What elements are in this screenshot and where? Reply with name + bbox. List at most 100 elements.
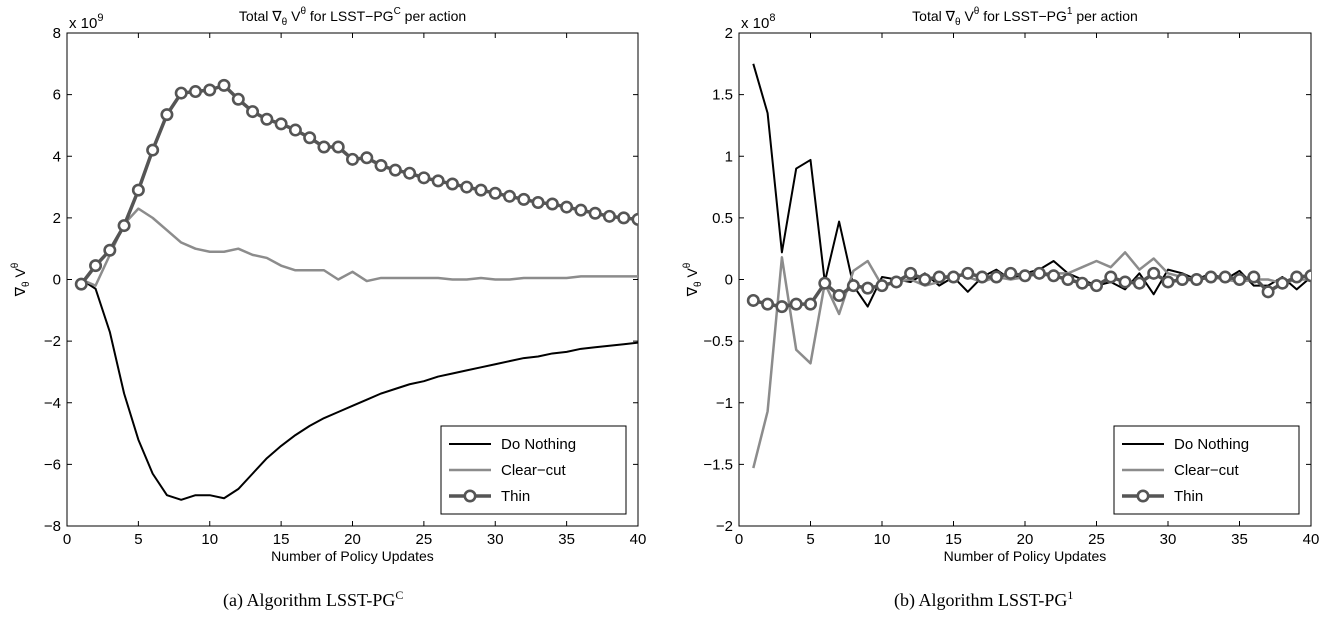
data-point: [889, 275, 903, 289]
data-point: [1004, 266, 1018, 280]
series-clear-cut: [80, 207, 638, 287]
data-point: [331, 140, 345, 154]
data-point: [775, 300, 789, 314]
data-point: [1075, 276, 1089, 290]
legend-label: Thin: [1174, 488, 1203, 505]
data-point: [932, 270, 946, 284]
series-do-nothing: [80, 278, 638, 501]
x-tick-label: 20: [344, 531, 361, 548]
x-tick-label: 35: [558, 531, 575, 548]
x-tick-label: 25: [416, 531, 433, 548]
data-point: [274, 117, 288, 131]
data-point: [602, 209, 616, 223]
data-point: [1275, 276, 1289, 290]
data-point: [417, 171, 431, 185]
data-point: [89, 259, 103, 273]
data-point: [1175, 272, 1189, 286]
y-tick-label: 2: [53, 210, 61, 227]
legend-marker: [1136, 489, 1150, 503]
legend-label: Do Nothing: [501, 436, 576, 453]
x-axis-label: Number of Policy Updates: [271, 548, 434, 564]
y-tick-label: 0.5: [712, 210, 733, 227]
y-tick-label: −4: [44, 395, 61, 412]
data-point: [1132, 276, 1146, 290]
y-tick-label: 1.5: [712, 87, 733, 104]
series-thin: [74, 78, 638, 291]
series-line: [80, 207, 638, 287]
data-point: [217, 78, 231, 92]
y-tick-label: −0.5: [703, 333, 733, 350]
x-tick-label: 10: [201, 531, 218, 548]
data-point: [188, 85, 202, 99]
data-point: [260, 112, 274, 126]
x-tick-label: 30: [1160, 531, 1177, 548]
x-tick-label: 5: [134, 531, 142, 548]
data-point: [288, 123, 302, 137]
data-point: [961, 266, 975, 280]
data-point: [846, 279, 860, 293]
y-tick-label: −2: [716, 518, 733, 535]
chart-b: 0 5 10 15 20 25 30 35 40 −2 −1.5 −1 −0.5 0 0.5 1 1.5 2 x 1…: [682, 6, 1319, 564]
data-point: [861, 281, 875, 295]
data-point: [1304, 269, 1311, 283]
data-point: [488, 186, 502, 200]
data-point: [1061, 272, 1075, 286]
data-point: [117, 219, 131, 233]
data-point: [803, 297, 817, 311]
data-point: [303, 131, 317, 145]
data-point: [317, 140, 331, 154]
data-point: [574, 203, 588, 217]
data-point: [1233, 272, 1247, 286]
data-point: [203, 83, 217, 97]
data-point: [231, 92, 245, 106]
data-point: [460, 180, 474, 194]
y-tick-label: 1: [725, 148, 733, 165]
data-point: [1018, 269, 1032, 283]
x-tick-label: 35: [1231, 531, 1248, 548]
data-point: [403, 166, 417, 180]
caption-a: (a) Algorithm LSST-PGC: [223, 588, 404, 610]
data-point: [445, 177, 459, 191]
data-point: [74, 277, 88, 291]
x-tick-label: 15: [273, 531, 290, 548]
data-point: [1190, 272, 1204, 286]
data-point: [975, 270, 989, 284]
data-point: [131, 183, 145, 197]
chart-a: 0 5 10 15 20 25 30 35 40 −8 −6 −4 −2 0 2 4 6 8 x 109 Total …: [10, 6, 646, 564]
data-point: [875, 279, 889, 293]
data-point: [1161, 275, 1175, 289]
y-tick-label: −1: [716, 395, 733, 412]
series-line: [80, 278, 638, 501]
data-point: [246, 105, 260, 119]
data-point: [360, 151, 374, 165]
data-point: [503, 189, 517, 203]
data-point: [1261, 285, 1275, 299]
data-point: [631, 212, 638, 226]
data-point: [1090, 279, 1104, 293]
y-tick-label: −1.5: [703, 456, 733, 473]
data-point: [474, 183, 488, 197]
series-line: [752, 271, 1311, 309]
data-point: [617, 211, 631, 225]
data-point: [160, 108, 174, 122]
data-point: [1104, 270, 1118, 284]
x-tick-label: 25: [1088, 531, 1105, 548]
data-point: [1247, 270, 1261, 284]
legend: Do Nothing Clear−cut Thin: [440, 425, 627, 515]
legend-label: Thin: [501, 488, 530, 505]
y-tick-label: −2: [44, 333, 61, 350]
series-line: [79, 83, 638, 286]
y-tick-label: 4: [53, 148, 61, 165]
x-axis-label: Number of Policy Updates: [944, 548, 1107, 564]
data-point: [1147, 266, 1161, 280]
x-tick-label: 40: [630, 531, 647, 548]
data-point: [1118, 275, 1132, 289]
data-point: [545, 197, 559, 211]
data-point: [431, 174, 445, 188]
data-point: [374, 158, 388, 172]
data-point: [103, 243, 117, 257]
data-point: [1032, 266, 1046, 280]
data-point: [345, 152, 359, 166]
